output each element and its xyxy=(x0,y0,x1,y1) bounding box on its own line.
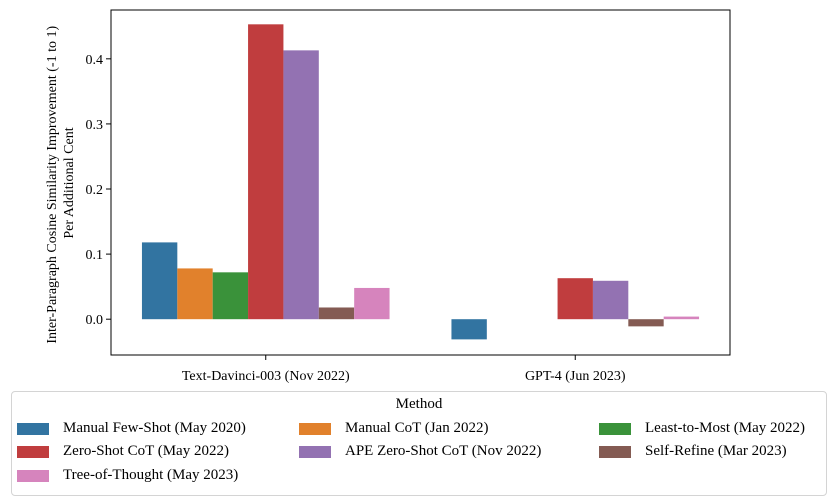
plot-frame xyxy=(110,9,731,356)
legend-title: Method xyxy=(395,396,443,412)
legend-label: Least-to-Most (May 2022) xyxy=(645,420,805,436)
bar xyxy=(663,316,700,320)
bar xyxy=(248,24,284,320)
legend: Method Manual Few-Shot (May 2020) Manual … xyxy=(11,391,827,496)
y-axis-ticks: 0.0 0.1 0.2 0.3 0.4 xyxy=(86,53,111,328)
legend-label: Manual CoT (Jan 2022) xyxy=(345,420,489,436)
legend-swatch xyxy=(17,422,49,435)
bar xyxy=(318,307,355,320)
x-tick-label: GPT-4 (Jun 2023) xyxy=(525,369,626,384)
legend-swatch xyxy=(299,422,331,435)
bar-chart: 0.0 0.1 0.2 0.3 0.4 Text-Davinci-003 (Nov 20… xyxy=(45,9,731,384)
legend-item: Manual CoT (Jan 2022) xyxy=(299,420,488,437)
legend-label: Self-Refine (Mar 2023) xyxy=(645,443,787,459)
legend-label: Manual Few-Shot (May 2020) xyxy=(63,420,246,436)
bar xyxy=(628,319,664,327)
y-tick-label: 0.1 xyxy=(86,248,104,263)
bar xyxy=(177,268,213,320)
y-tick-label: 0.2 xyxy=(86,183,104,198)
legend-swatch xyxy=(17,469,49,482)
legend-item: Tree-of-Thought (May 2023) xyxy=(17,467,238,484)
bar xyxy=(592,280,629,320)
x-tick-label: Text-Davinci-003 (Nov 2022) xyxy=(182,369,350,384)
y-axis-label: Inter-Paragraph Cosine Similarity Improv… xyxy=(45,22,77,343)
bar xyxy=(451,319,487,340)
legend-swatch xyxy=(299,445,331,458)
legend-label: APE Zero-Shot CoT (Nov 2022) xyxy=(345,443,542,459)
bar xyxy=(354,287,390,320)
legend-swatch xyxy=(599,445,631,458)
legend-item: Manual Few-Shot (May 2020) xyxy=(17,420,246,437)
legend-item: Self-Refine (Mar 2023) xyxy=(599,443,787,460)
bar xyxy=(212,272,249,320)
bars-group xyxy=(141,24,700,340)
legend-label: Tree-of-Thought (May 2023) xyxy=(63,467,239,483)
legend-swatch xyxy=(17,445,49,458)
bar xyxy=(141,242,178,320)
legend-item: Least-to-Most (May 2022) xyxy=(599,420,805,437)
legend-item: Zero-Shot CoT (May 2022) xyxy=(17,443,229,460)
y-tick-label: 0.0 xyxy=(86,313,104,328)
x-axis-ticks: Text-Davinci-003 (Nov 2022) GPT-4 (Jun 20… xyxy=(182,355,626,384)
legend-swatch xyxy=(599,422,631,435)
bar xyxy=(557,278,593,320)
y-tick-label: 0.3 xyxy=(86,118,104,133)
legend-item: APE Zero-Shot CoT (Nov 2022) xyxy=(299,443,541,460)
legend-label: Zero-Shot CoT (May 2022) xyxy=(63,443,229,459)
y-tick-label: 0.4 xyxy=(86,53,104,68)
bar xyxy=(283,50,319,320)
